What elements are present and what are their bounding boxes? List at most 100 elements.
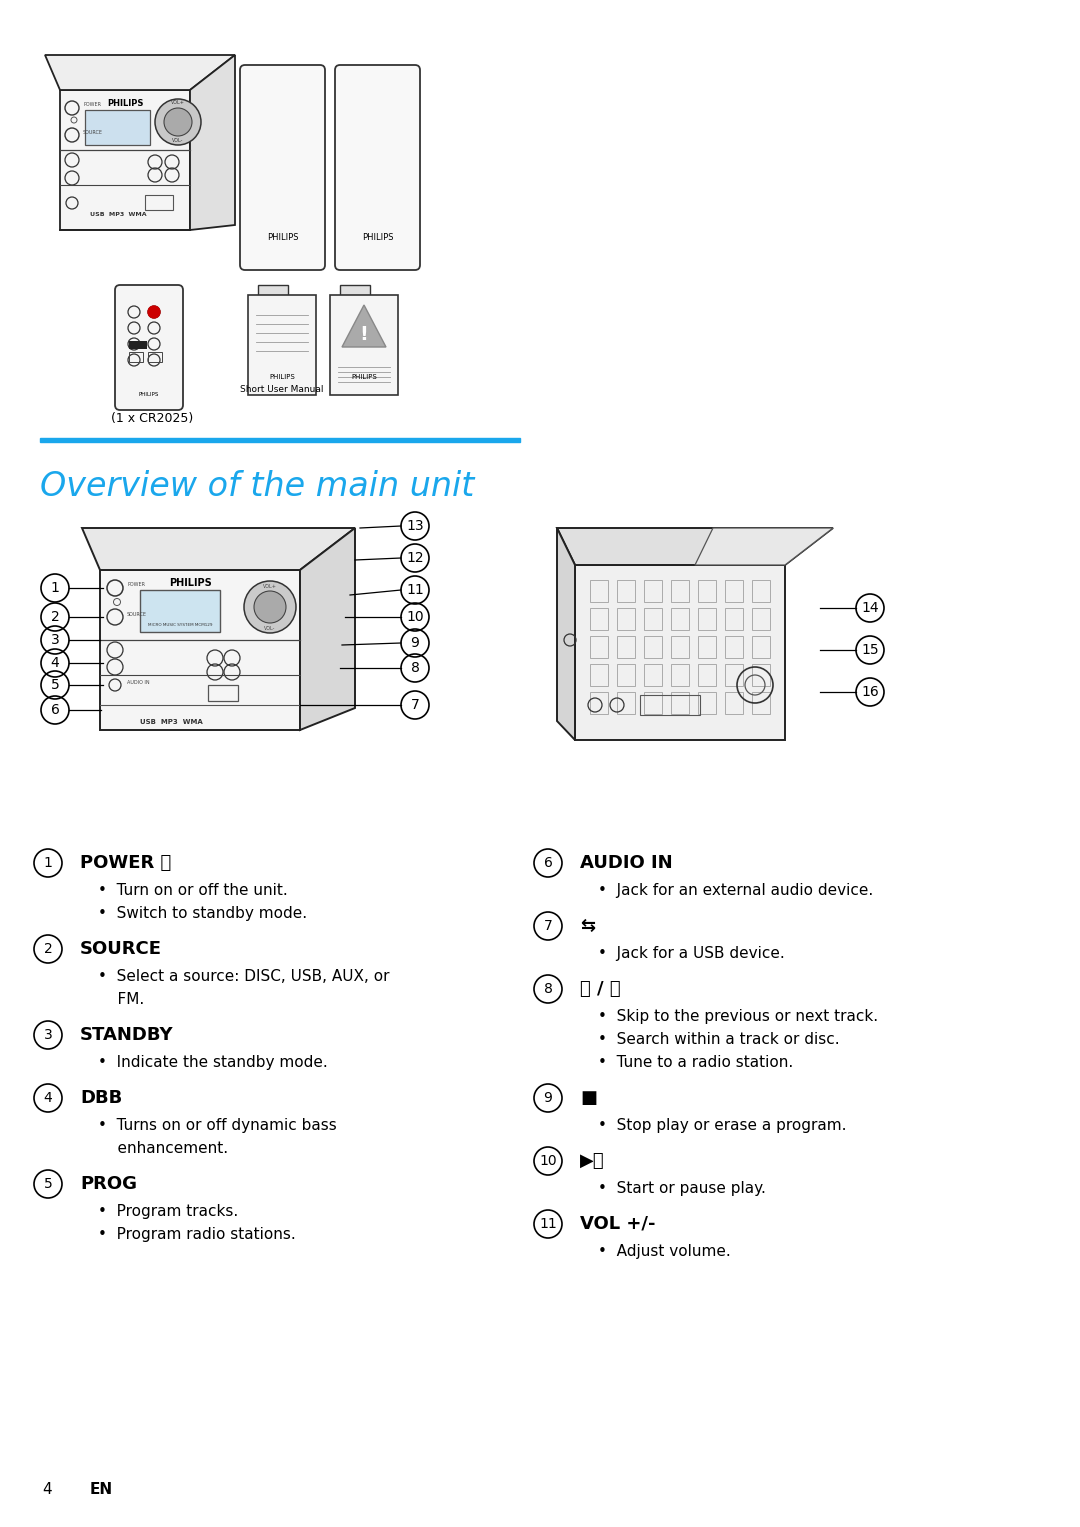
- Text: EN: EN: [90, 1483, 113, 1498]
- Text: SOURCE: SOURCE: [83, 130, 103, 134]
- Text: 7: 7: [410, 698, 419, 712]
- Text: 14: 14: [861, 602, 879, 615]
- Text: STANDBY: STANDBY: [80, 1026, 174, 1044]
- Bar: [725, 608, 743, 631]
- Polygon shape: [190, 55, 235, 231]
- Text: Overview of the main unit: Overview of the main unit: [40, 470, 474, 502]
- Text: •  Program tracks.: • Program tracks.: [98, 1203, 239, 1219]
- Polygon shape: [82, 528, 355, 570]
- Text: •  Tune to a radio station.: • Tune to a radio station.: [598, 1055, 793, 1070]
- Circle shape: [164, 108, 192, 136]
- Text: 5: 5: [51, 678, 59, 692]
- Text: 6: 6: [543, 857, 553, 870]
- Text: 7: 7: [543, 919, 552, 933]
- Bar: [644, 664, 662, 686]
- Bar: [671, 608, 689, 631]
- Text: PHILIPS: PHILIPS: [269, 374, 295, 380]
- Bar: [590, 580, 608, 602]
- Bar: [725, 580, 743, 602]
- Bar: [644, 637, 662, 658]
- Text: 10: 10: [406, 609, 423, 625]
- Text: 10: 10: [539, 1154, 557, 1168]
- Bar: [671, 580, 689, 602]
- Bar: [725, 692, 743, 715]
- Bar: [590, 637, 608, 658]
- Text: ■: ■: [580, 1089, 597, 1107]
- Polygon shape: [342, 305, 386, 347]
- Polygon shape: [258, 286, 288, 296]
- Polygon shape: [557, 528, 575, 741]
- Text: 2: 2: [43, 942, 52, 956]
- Text: MICRO MUSIC SYSTEM MCM129: MICRO MUSIC SYSTEM MCM129: [148, 623, 213, 628]
- Text: 9: 9: [543, 1090, 553, 1106]
- Text: 12: 12: [406, 551, 423, 565]
- Text: 15: 15: [861, 643, 879, 657]
- Text: 8: 8: [543, 982, 553, 996]
- Text: 1: 1: [43, 857, 53, 870]
- Text: 3: 3: [51, 634, 59, 647]
- Bar: [671, 692, 689, 715]
- Text: SOURCE: SOURCE: [127, 611, 147, 617]
- Text: •  Jack for an external audio device.: • Jack for an external audio device.: [598, 883, 874, 898]
- Text: enhancement.: enhancement.: [98, 1141, 228, 1156]
- Text: •  Skip to the previous or next track.: • Skip to the previous or next track.: [598, 1009, 878, 1025]
- Bar: [698, 580, 716, 602]
- Text: 9: 9: [410, 637, 419, 651]
- Polygon shape: [45, 55, 235, 90]
- Text: 6: 6: [51, 702, 59, 718]
- Bar: [617, 637, 635, 658]
- FancyBboxPatch shape: [114, 286, 183, 411]
- Bar: [671, 664, 689, 686]
- Polygon shape: [557, 528, 833, 565]
- Text: •  Jack for a USB device.: • Jack for a USB device.: [598, 947, 785, 960]
- Bar: [590, 664, 608, 686]
- Polygon shape: [575, 565, 785, 741]
- Bar: [752, 664, 770, 686]
- Polygon shape: [100, 570, 300, 730]
- Bar: [617, 664, 635, 686]
- Bar: [752, 637, 770, 658]
- Text: •  Program radio stations.: • Program radio stations.: [98, 1228, 296, 1241]
- Text: ⏮ / ⏭: ⏮ / ⏭: [580, 980, 621, 999]
- Bar: [248, 295, 316, 395]
- Text: 16: 16: [861, 686, 879, 699]
- Text: POWER ⏻: POWER ⏻: [80, 854, 172, 872]
- Text: USB  MP3  WMA: USB MP3 WMA: [140, 719, 203, 725]
- Bar: [698, 608, 716, 631]
- Text: •  Indicate the standby mode.: • Indicate the standby mode.: [98, 1055, 327, 1070]
- Bar: [671, 637, 689, 658]
- Text: •  Start or pause play.: • Start or pause play.: [598, 1180, 766, 1196]
- Bar: [752, 580, 770, 602]
- Bar: [129, 341, 147, 350]
- Bar: [129, 353, 143, 362]
- Text: 8: 8: [410, 661, 419, 675]
- Bar: [698, 692, 716, 715]
- Text: •  Turns on or off dynamic bass: • Turns on or off dynamic bass: [98, 1118, 337, 1133]
- Text: PHILIPS: PHILIPS: [139, 392, 159, 397]
- FancyBboxPatch shape: [335, 66, 420, 270]
- Text: 1: 1: [51, 580, 59, 596]
- Bar: [140, 589, 220, 632]
- Bar: [40, 438, 519, 441]
- Text: PHILIPS: PHILIPS: [362, 232, 393, 241]
- Bar: [698, 637, 716, 658]
- Text: 11: 11: [539, 1217, 557, 1231]
- Text: POWER: POWER: [83, 101, 102, 107]
- Text: 4: 4: [42, 1483, 52, 1498]
- Text: PHILIPS: PHILIPS: [267, 232, 298, 241]
- Text: VOL-: VOL-: [265, 626, 275, 631]
- Bar: [148, 353, 162, 362]
- Text: DBB: DBB: [80, 1089, 122, 1107]
- Bar: [725, 664, 743, 686]
- Bar: [617, 580, 635, 602]
- FancyBboxPatch shape: [240, 66, 325, 270]
- Text: VOL +/-: VOL +/-: [580, 1215, 656, 1232]
- Text: !: !: [360, 325, 368, 345]
- Text: (1 x CR2025): (1 x CR2025): [111, 412, 193, 425]
- Text: POWER: POWER: [127, 582, 145, 586]
- Text: PHILIPS: PHILIPS: [168, 579, 212, 588]
- Circle shape: [156, 99, 201, 145]
- Text: PHILIPS: PHILIPS: [351, 374, 377, 380]
- Text: AUDIO IN: AUDIO IN: [580, 854, 673, 872]
- Text: •  Search within a track or disc.: • Search within a track or disc.: [598, 1032, 839, 1048]
